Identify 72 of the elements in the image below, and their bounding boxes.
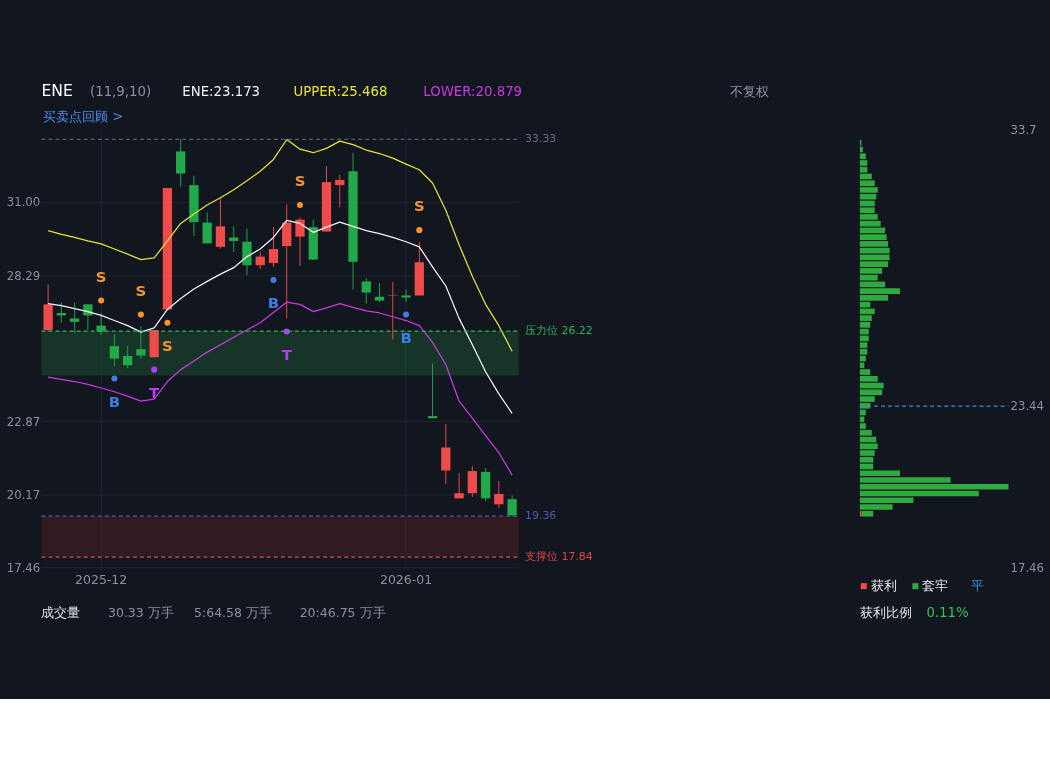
- candlestick: [202, 211, 212, 244]
- y-tick-label: 28.29: [6, 268, 41, 283]
- candlestick: [441, 423, 451, 485]
- candlestick: [361, 277, 371, 305]
- candlestick: [268, 226, 279, 268]
- text: 获利比例: [859, 604, 912, 620]
- y-tick-label: 17.46: [6, 560, 41, 575]
- y-tick-label: 17.46: [1010, 560, 1045, 575]
- candlestick: [176, 138, 186, 188]
- candlestick: [83, 303, 93, 331]
- y-tick-label: 20.17: [6, 487, 41, 502]
- text: S: [413, 197, 425, 216]
- text: 成交量: [41, 604, 81, 620]
- text: S: [135, 281, 147, 300]
- point: [270, 277, 277, 284]
- text: 5:64.58 万手: [194, 604, 272, 620]
- y-tick-label: 31.00: [6, 195, 41, 210]
- y-tick-label: 33.7: [1010, 122, 1037, 137]
- text: 平: [970, 578, 984, 594]
- series-label: T: [149, 383, 161, 402]
- text: 0.11%: [926, 604, 969, 620]
- ref-line-label: 33.33: [525, 132, 557, 146]
- candlestick: [136, 325, 146, 360]
- candlestick: [229, 225, 239, 253]
- candlestick: [69, 301, 80, 334]
- point: [403, 311, 410, 318]
- ref-line-label: 支撑位 17.84: [525, 550, 593, 564]
- text: UPPER:25.468: [293, 83, 388, 99]
- text: B: [400, 328, 412, 347]
- y-tick-label: 23.44: [1010, 399, 1045, 414]
- candlestick: [295, 217, 305, 267]
- candlestick: [282, 203, 292, 319]
- ref-line-label: 压力位 26.22: [525, 324, 593, 338]
- chart-subtitle: (11,9,10): [89, 83, 152, 99]
- point: [416, 227, 423, 234]
- candlestick: [454, 472, 464, 499]
- point: [164, 319, 171, 326]
- point: [98, 297, 105, 304]
- candlestick: [215, 197, 226, 249]
- candlestick: [427, 363, 438, 419]
- text: S: [294, 172, 306, 191]
- candlestick: [494, 480, 504, 509]
- legend-label: 套牢: [922, 578, 949, 594]
- text: ENE:23.173: [182, 83, 261, 99]
- text: LOWER:20.879: [423, 83, 523, 99]
- point: [151, 366, 158, 373]
- candlestick: [467, 465, 477, 498]
- text: T: [281, 345, 292, 364]
- candlestick: [109, 333, 120, 367]
- text: 30.33 万手: [107, 604, 174, 620]
- candlestick: [335, 174, 345, 208]
- point: [296, 202, 304, 209]
- text: 不复权: [730, 83, 770, 99]
- chart-title: ENE: [41, 81, 73, 101]
- candlestick: [374, 282, 385, 303]
- text: 买卖点回顾 >: [43, 108, 124, 124]
- x-tick-label: 2025-12: [75, 572, 128, 588]
- legend-label: 获利: [870, 578, 897, 594]
- x-tick-label: 2026-01: [379, 572, 433, 588]
- series-label: S: [162, 336, 173, 355]
- text: B: [108, 392, 121, 411]
- series-label: B: [267, 294, 280, 313]
- ref-line-label: 19.36: [525, 509, 557, 523]
- text: S: [95, 267, 107, 286]
- line-series: [47, 138, 513, 352]
- candlestick: [123, 345, 133, 369]
- y-tick-label: 22.87: [6, 414, 41, 429]
- candlestick: [401, 289, 411, 303]
- candlestick: [242, 228, 252, 276]
- text: 20:46.75 万手: [299, 604, 386, 620]
- point: [137, 311, 144, 318]
- point: [111, 375, 118, 382]
